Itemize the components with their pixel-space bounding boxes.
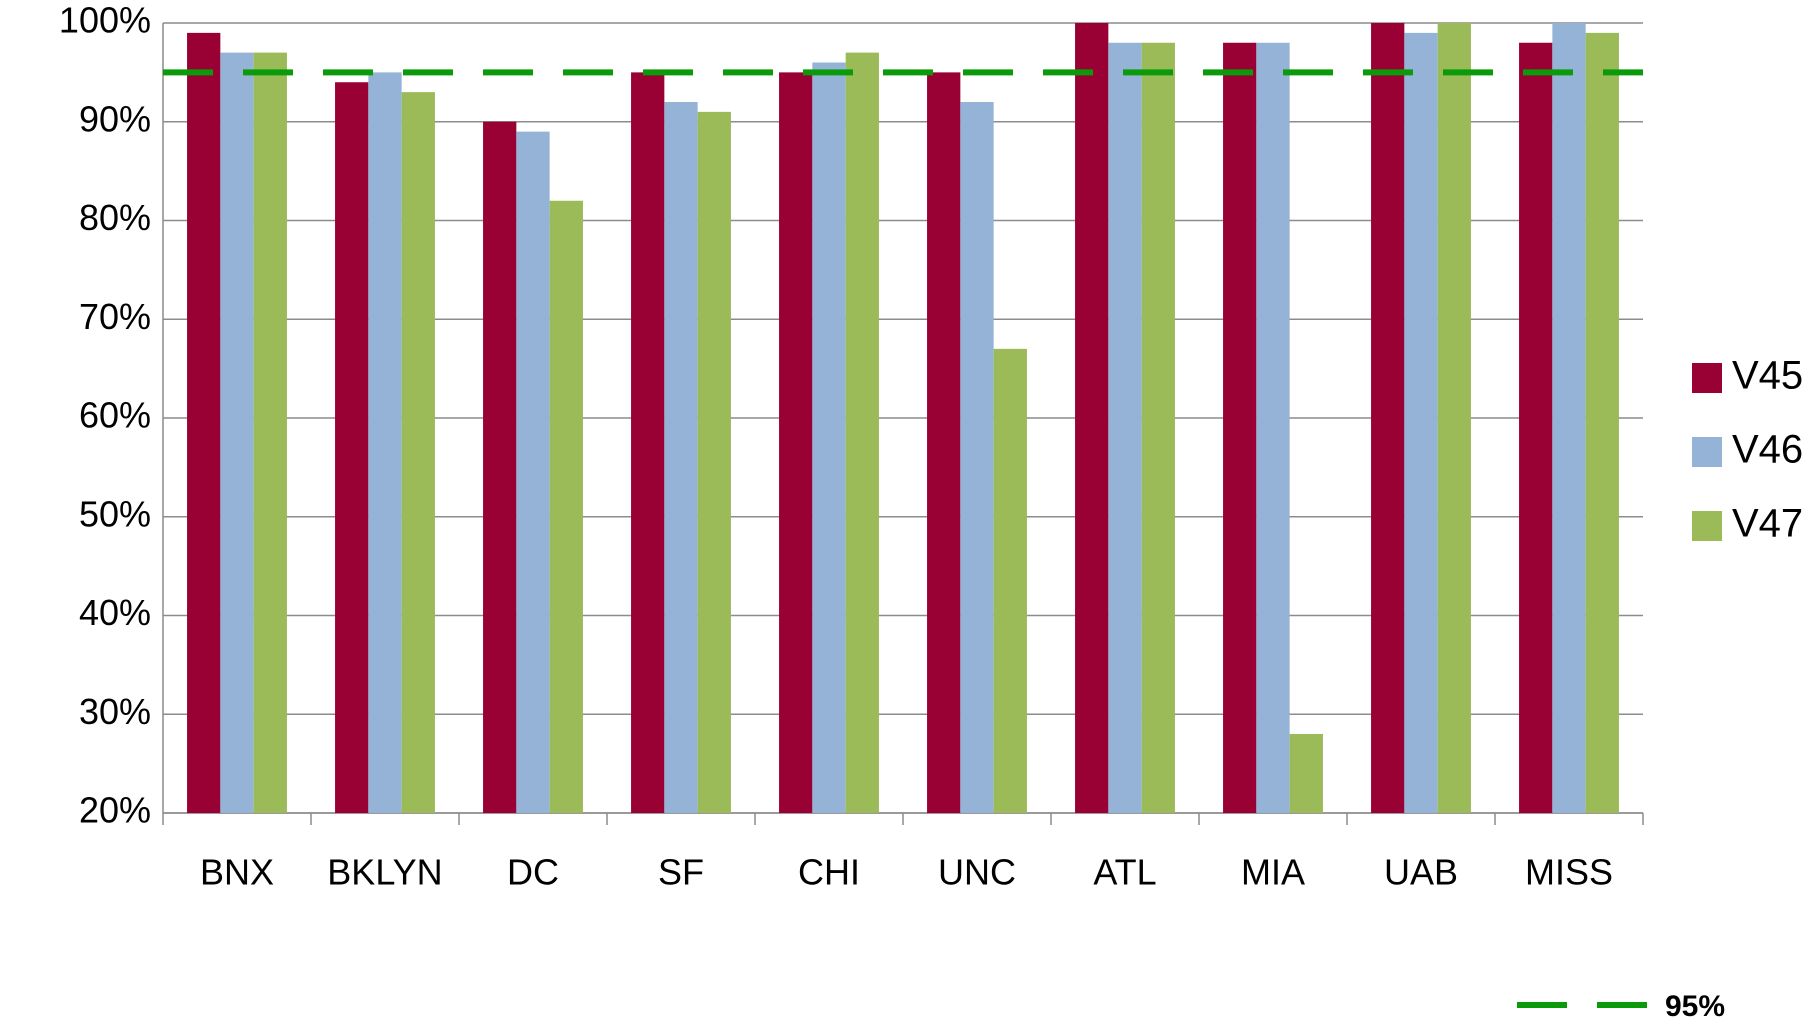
bar — [812, 62, 846, 813]
reference-legend-label: 95% — [1665, 990, 1725, 1023]
x-tick-label: SF — [658, 852, 704, 893]
x-tick-label: MIA — [1241, 852, 1305, 893]
legend-swatch — [1692, 363, 1722, 393]
x-tick-label: ATL — [1093, 852, 1156, 893]
y-tick-label: 30% — [79, 691, 151, 732]
bar — [1437, 23, 1471, 813]
y-tick-label: 40% — [79, 592, 151, 633]
x-tick-label: UNC — [938, 852, 1016, 893]
bar — [549, 200, 583, 813]
bar — [631, 72, 665, 813]
bar — [1108, 42, 1142, 813]
bar — [1519, 42, 1553, 813]
x-tick-label: UAB — [1384, 852, 1458, 893]
bar — [1223, 42, 1257, 813]
x-tick-label: BKLYN — [327, 852, 442, 893]
bar — [516, 131, 550, 813]
bar — [779, 72, 813, 813]
x-tick-label: DC — [507, 852, 559, 893]
bar — [697, 111, 731, 813]
y-tick-label: 90% — [79, 98, 151, 139]
legend-label: V47 — [1732, 502, 1803, 546]
bar — [664, 102, 698, 813]
legend-label: V46 — [1732, 428, 1803, 472]
bar — [960, 102, 994, 813]
x-tick-label: CHI — [798, 852, 860, 893]
bar — [335, 82, 369, 813]
y-tick-label: 70% — [79, 296, 151, 337]
bar — [401, 92, 435, 813]
x-tick-label: MISS — [1525, 852, 1613, 893]
bar — [1371, 23, 1405, 813]
x-tick-label: BNX — [200, 852, 274, 893]
bar — [220, 52, 254, 813]
y-tick-label: 80% — [79, 197, 151, 238]
y-tick-label: 50% — [79, 493, 151, 534]
bar — [1585, 32, 1619, 813]
bar — [483, 121, 517, 813]
bar — [1075, 23, 1109, 813]
y-tick-label: 20% — [79, 790, 151, 831]
legend-label: V45 — [1732, 354, 1803, 398]
bar — [993, 348, 1027, 813]
bar — [368, 72, 402, 813]
bar — [1256, 42, 1290, 813]
bar — [1404, 32, 1438, 813]
y-tick-label: 100% — [59, 0, 151, 41]
bar — [187, 32, 221, 813]
bar — [845, 52, 879, 813]
bar — [1141, 42, 1175, 813]
bar — [1552, 23, 1586, 813]
bar — [253, 52, 287, 813]
legend-swatch — [1692, 437, 1722, 467]
y-tick-label: 60% — [79, 395, 151, 436]
bar — [1289, 734, 1323, 813]
bar — [927, 72, 961, 813]
legend-swatch — [1692, 511, 1722, 541]
